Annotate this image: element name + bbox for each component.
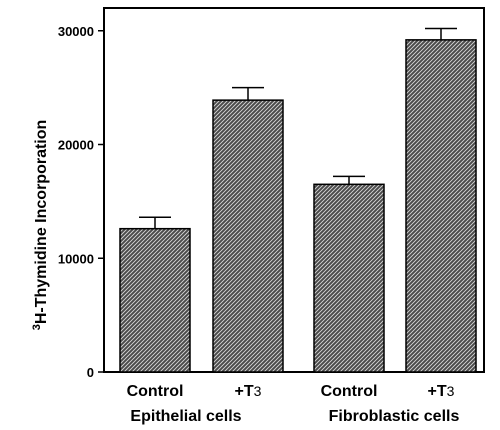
y-axis: 0 10000 20000 30000 <box>58 24 104 380</box>
x-axis-categories: Control +T3 Control +T3 <box>127 383 455 400</box>
plot-frame <box>103 7 485 373</box>
x-group-label: Epithelial cells <box>130 408 241 425</box>
y-tick-label: 30000 <box>58 24 94 39</box>
bar <box>119 227 191 373</box>
x-tick-label: Control <box>321 383 378 400</box>
x-tick-label: +T3 <box>235 383 262 400</box>
bar <box>313 183 385 373</box>
x-group-label: Fibroblastic cells <box>329 408 460 425</box>
y-axis-title-main: H-Thymidine Incorporation <box>33 120 50 324</box>
plot-area <box>103 7 485 373</box>
y-axis-title: 3H-Thymidine Incorporation <box>31 120 50 331</box>
bar <box>405 39 477 373</box>
y-tick-label: 0 <box>87 365 94 380</box>
bar <box>212 99 284 373</box>
y-axis-title-superscript: 3 <box>31 324 43 330</box>
y-tick-label: 10000 <box>58 251 94 266</box>
x-axis-groups: Epithelial cells Fibroblastic cells <box>130 408 459 425</box>
x-tick-label: Control <box>127 383 184 400</box>
y-tick-label: 20000 <box>58 138 94 153</box>
x-tick-label: +T3 <box>428 383 455 400</box>
